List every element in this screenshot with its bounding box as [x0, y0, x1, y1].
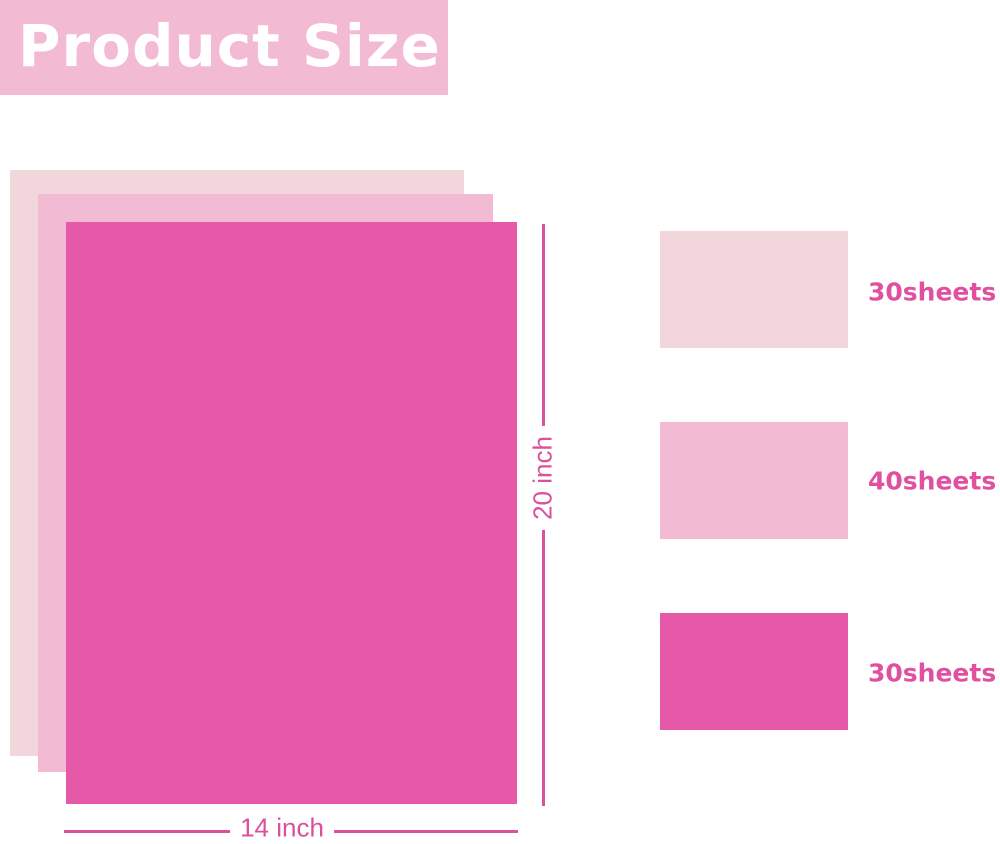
- swatch-hot-pink: [660, 613, 848, 730]
- swatch-label-hot-pink: 30sheets: [868, 658, 997, 688]
- swatch-label-light-pink: 30sheets: [868, 277, 997, 307]
- page-title: Product Size: [18, 12, 441, 80]
- swatch-medium-pink: [660, 422, 848, 539]
- sheet-hot-pink: [66, 222, 517, 804]
- swatch-label-medium-pink: 40sheets: [868, 466, 997, 496]
- height-label: 20 inch: [527, 426, 559, 530]
- width-label: 14 inch: [230, 812, 334, 844]
- swatch-light-pink: [660, 231, 848, 348]
- title-banner: [0, 0, 448, 95]
